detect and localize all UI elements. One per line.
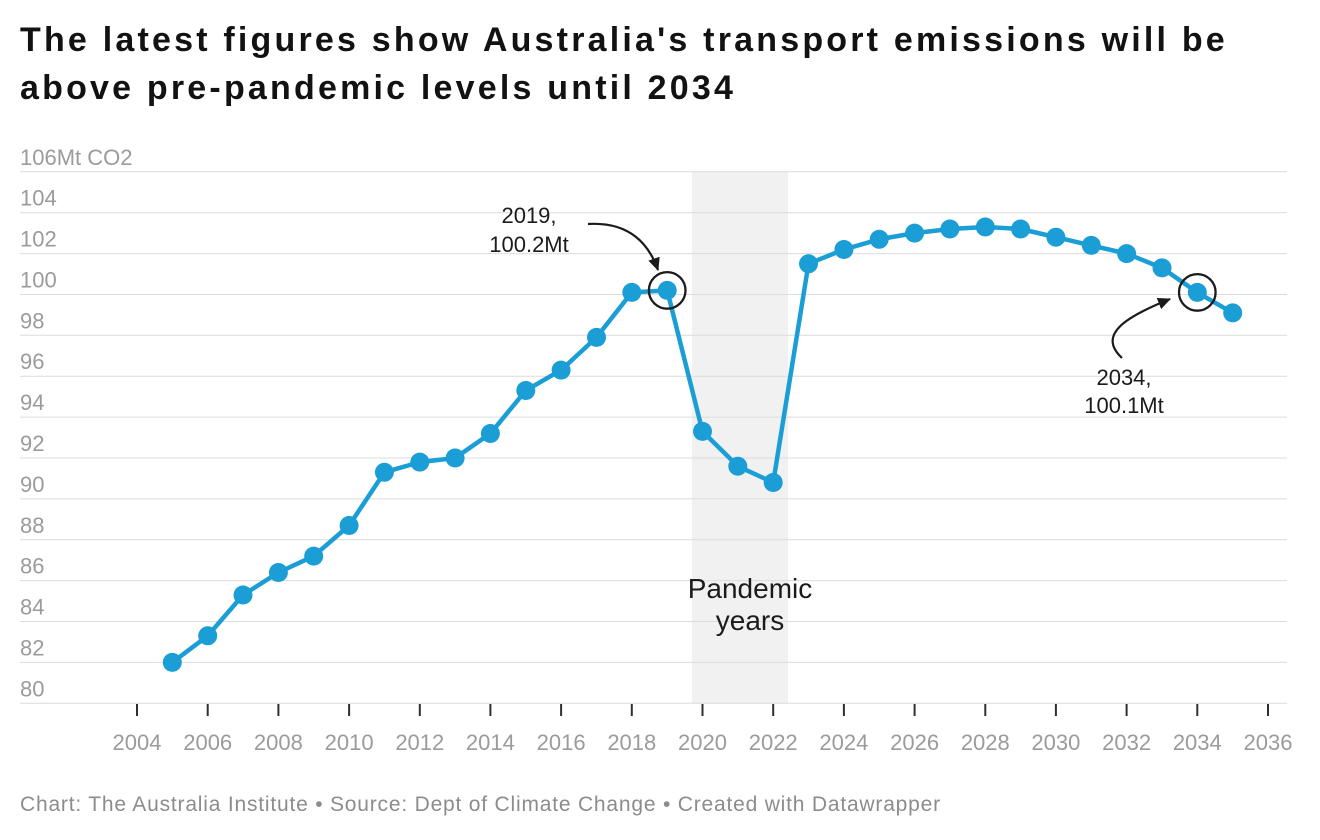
data-point-2032	[1117, 244, 1137, 264]
data-point-2009	[304, 546, 324, 566]
data-point-2006	[198, 626, 218, 646]
highlight-circle-2019	[647, 270, 687, 310]
data-point-2007	[233, 585, 253, 605]
data-point-2028	[975, 217, 995, 237]
x-axis-label-2008: 2008	[254, 730, 303, 755]
data-point-2029	[1011, 219, 1031, 239]
y-axis-label-82: 82	[20, 635, 44, 660]
data-point-2011	[374, 462, 394, 482]
y-axis-label-96: 96	[20, 349, 44, 374]
data-point-2025	[869, 229, 889, 249]
data-point-2027	[940, 219, 960, 239]
x-axis-label-2020: 2020	[678, 730, 727, 755]
chart-footer: Chart: The Australia Institute • Source:…	[20, 793, 941, 816]
pandemic-band-label: Pandemic	[688, 573, 813, 604]
y-axis-label-80: 80	[20, 676, 44, 701]
y-axis-label-88: 88	[20, 513, 44, 538]
data-point-2014	[480, 424, 500, 443]
x-axis-label-2026: 2026	[890, 730, 939, 755]
data-point-2016	[551, 360, 571, 380]
y-axis-label-94: 94	[20, 390, 44, 415]
annotation-label-2019: 100.2Mt	[489, 232, 569, 257]
x-axis-label-2028: 2028	[961, 730, 1010, 755]
data-point-2026	[905, 223, 925, 243]
data-point-2021	[728, 456, 748, 476]
highlight-circle-2034	[1177, 272, 1217, 312]
data-point-2024	[834, 240, 854, 259]
data-point-2031	[1081, 235, 1101, 255]
x-axis-label-2030: 2030	[1031, 730, 1080, 755]
x-axis-label-2014: 2014	[466, 730, 515, 755]
y-axis-label-92: 92	[20, 431, 44, 456]
annotation-label-2034: 2034,	[1096, 365, 1151, 390]
data-point-2018	[622, 282, 642, 302]
y-axis-label-90: 90	[20, 472, 44, 497]
data-point-2005	[162, 652, 182, 672]
data-point-2020	[693, 421, 712, 441]
y-axis-label-98: 98	[20, 308, 44, 333]
y-axis-label-104: 104	[20, 186, 57, 211]
chart-title: The latest figures show Australia's tran…	[20, 21, 1228, 107]
x-axis-label-2010: 2010	[325, 730, 374, 755]
y-axis-label-84: 84	[20, 595, 44, 620]
annotation-arrow-2019	[587, 222, 660, 271]
x-axis-label-2012: 2012	[395, 730, 444, 755]
data-point-2023	[799, 254, 818, 274]
y-axis-label-102: 102	[20, 227, 57, 252]
data-point-2035	[1223, 303, 1243, 323]
x-axis-label-2006: 2006	[183, 730, 232, 755]
data-point-2030	[1046, 227, 1066, 247]
data-point-2034	[1187, 282, 1207, 302]
x-axis-label-2004: 2004	[113, 730, 162, 755]
data-point-2013	[445, 448, 465, 468]
y-axis-label-106: 106Mt CO2	[20, 145, 133, 170]
x-axis-label-2034: 2034	[1173, 730, 1222, 755]
data-point-2015	[516, 381, 536, 400]
x-axis-label-2032: 2032	[1102, 730, 1151, 755]
data-point-2017	[587, 327, 606, 347]
data-point-2019	[657, 280, 677, 300]
data-point-2010	[339, 516, 359, 535]
x-axis-label-2036: 2036	[1244, 730, 1293, 755]
x-axis-label-2018: 2018	[607, 730, 656, 755]
data-point-2022	[763, 473, 783, 492]
data-point-2012	[410, 452, 430, 472]
y-axis-label-100: 100	[20, 268, 57, 293]
data-point-2033	[1152, 258, 1172, 278]
x-axis-label-2022: 2022	[749, 730, 798, 755]
y-axis-label-86: 86	[20, 554, 44, 579]
data-point-2008	[268, 563, 288, 582]
annotation-label-2034: 100.1Mt	[1084, 393, 1164, 418]
annotation-label-2019: 2019,	[501, 203, 556, 228]
pandemic-band-label: years	[716, 605, 784, 636]
x-axis-label-2016: 2016	[537, 730, 586, 755]
annotation-arrow-2034	[1111, 297, 1171, 359]
x-axis-label-2024: 2024	[819, 730, 868, 755]
